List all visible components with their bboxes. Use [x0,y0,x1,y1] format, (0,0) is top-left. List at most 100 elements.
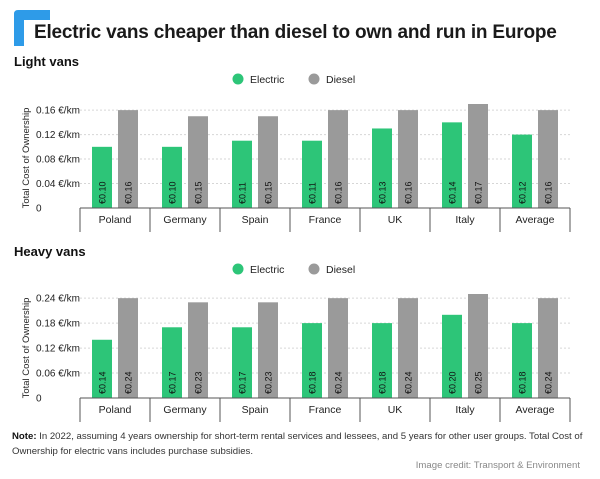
y-tick-label: 0.12 €/km [36,344,80,355]
data-label-diesel-france: €0.24 [333,371,343,394]
y-tick-label: 0.18 €/km [36,319,80,330]
bar-diesel-france [328,298,348,398]
bar-diesel-france [328,110,348,208]
y-tick-label: 0.24 €/km [36,294,80,305]
data-label-electric-france: €0.11 [307,182,317,204]
legend-label-diesel: Diesel [326,74,355,86]
bar-electric-germany [162,327,182,398]
y-tick-label: 0 [36,204,42,215]
bar-diesel-uk [398,110,418,208]
data-label-electric-poland: €0.14 [97,371,107,394]
bar-diesel-germany [188,116,208,208]
bar-electric-uk [372,128,392,208]
bar-electric-spain [232,327,252,398]
data-label-diesel-uk: €0.24 [403,371,413,394]
legend-label-electric: Electric [250,74,284,86]
legend-marker-diesel [308,263,320,275]
x-tick-label-uk: UK [388,214,403,226]
data-label-electric-average: €0.18 [517,371,527,394]
data-label-electric-germany: €0.17 [167,371,177,394]
bar-electric-average [512,323,532,398]
bar-diesel-italy [468,104,488,208]
x-tick-label-average: Average [516,404,555,416]
x-tick-label-france: France [309,404,342,416]
data-label-electric-france: €0.18 [307,371,317,394]
data-label-diesel-france: €0.16 [333,181,343,204]
brand-corner-mark [14,10,50,46]
legend-marker-electric [232,263,244,275]
data-label-electric-italy: €0.20 [447,371,457,394]
light-vans-chart: Light vans Electric Diesel 0 0.04 €/km 0.08 €… [0,50,600,250]
data-label-diesel-italy: €0.17 [473,181,483,204]
footnote-label: Note: [12,431,37,442]
bar-electric-poland [92,339,112,398]
data-label-electric-average: €0.12 [517,181,527,204]
data-label-electric-spain: €0.11 [237,182,247,204]
page-title: Electric vans cheaper than diesel to own… [34,22,557,43]
data-label-diesel-italy: €0.25 [473,371,483,394]
legend-label-electric: Electric [250,264,284,276]
x-tick-label-italy: Italy [455,214,475,226]
x-tick-label-spain: Spain [242,404,269,416]
legend-marker-diesel [308,73,320,85]
legend-label-diesel: Diesel [326,264,355,276]
corner-bracket-icon [14,10,50,46]
bar-electric-italy [442,122,462,208]
chart-svg: Heavy vans Electric Diesel 0 0.06 €/km 0.12 €… [14,244,571,422]
bar-electric-average [512,134,532,208]
x-tick-label-france: France [309,214,342,226]
x-tick-label-poland: Poland [99,404,132,416]
data-label-electric-uk: €0.18 [377,371,387,394]
bar-diesel-italy [468,294,488,398]
image-credit: Image credit: Transport & Environment [415,460,580,471]
y-tick-label: 0.06 €/km [36,369,80,380]
x-tick-label-germany: Germany [163,404,207,416]
bar-diesel-average [538,298,558,398]
y-tick-label: 0 [36,394,42,405]
x-tick-label-poland: Poland [99,214,132,226]
chart-title: Light vans [14,54,79,69]
bar-diesel-average [538,110,558,208]
data-label-diesel-average: €0.16 [543,181,553,204]
data-label-diesel-germany: €0.15 [193,181,203,204]
data-label-diesel-poland: €0.16 [123,181,133,204]
heavy-vans-chart: Heavy vans Electric Diesel 0 0.06 €/km 0.12 €… [0,240,600,440]
chart-svg: Light vans Electric Diesel 0 0.04 €/km 0.08 €… [14,54,571,232]
y-axis-title: Total Cost of Ownership [21,298,32,399]
bar-electric-spain [232,140,252,208]
data-label-diesel-average: €0.24 [543,371,553,394]
bar-diesel-spain [258,116,278,208]
data-label-electric-uk: €0.13 [377,181,387,204]
x-tick-label-italy: Italy [455,404,475,416]
y-tick-label: 0.12 €/km [36,130,80,141]
bar-electric-poland [92,146,112,208]
data-label-diesel-spain: €0.15 [263,181,273,204]
bar-diesel-spain [258,302,278,398]
data-label-diesel-poland: €0.24 [123,371,133,394]
bar-electric-france [302,140,322,208]
bar-diesel-germany [188,302,208,398]
bar-diesel-uk [398,298,418,398]
bar-electric-germany [162,146,182,208]
bar-electric-italy [442,314,462,398]
y-tick-label: 0.16 €/km [36,106,80,117]
chart-title: Heavy vans [14,244,86,259]
data-label-diesel-spain: €0.23 [263,371,273,394]
y-tick-label: 0.04 €/km [36,179,80,190]
data-label-electric-spain: €0.17 [237,371,247,394]
data-label-electric-germany: €0.10 [167,181,177,204]
bar-electric-france [302,323,322,398]
footnote-text: In 2022, assuming 4 years ownership for … [12,431,583,457]
legend-marker-electric [232,73,244,85]
bar-electric-uk [372,323,392,398]
x-tick-label-uk: UK [388,404,403,416]
footnote: Note: In 2022, assuming 4 years ownershi… [12,429,590,459]
bar-diesel-poland [118,298,138,398]
x-tick-label-germany: Germany [163,214,207,226]
x-tick-label-spain: Spain [242,214,269,226]
x-tick-label-average: Average [516,214,555,226]
data-label-diesel-germany: €0.23 [193,371,203,394]
bar-diesel-poland [118,110,138,208]
y-axis-title: Total Cost of Ownership [21,108,32,209]
y-tick-label: 0.08 €/km [36,155,80,166]
